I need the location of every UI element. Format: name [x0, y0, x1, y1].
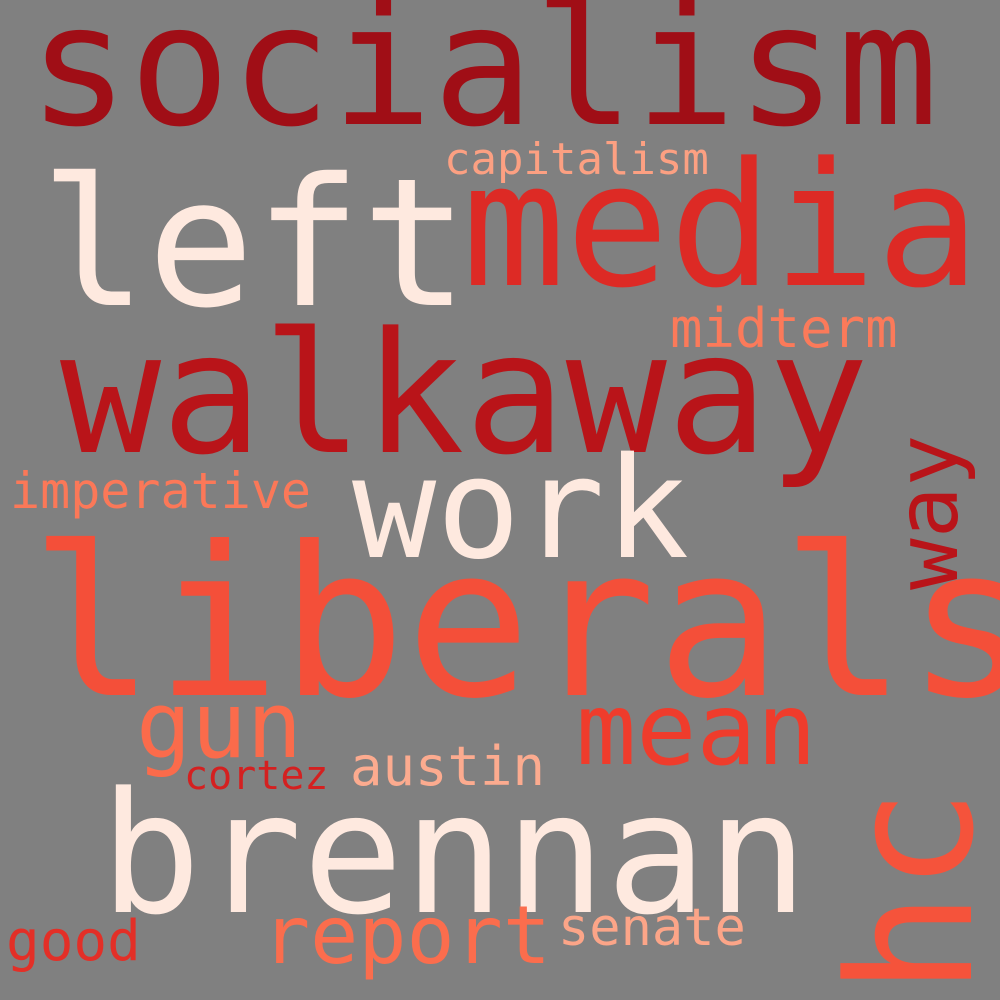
word-austin: austin	[350, 735, 546, 798]
word-walkaway: walkaway	[60, 296, 870, 492]
word-midterm: midterm	[670, 297, 898, 360]
word-left: left	[40, 140, 469, 347]
word-liberals: liberals	[30, 503, 1000, 745]
word-hc: hc	[811, 787, 1000, 995]
word-work: work	[352, 428, 690, 591]
word-mean: mean	[576, 671, 817, 788]
word-gun: gun	[136, 672, 303, 779]
word-socialism: socialism	[28, 0, 939, 164]
word-report: report	[262, 889, 551, 982]
word-capitalism: capitalism	[444, 134, 709, 185]
word-cortez: cortez	[184, 753, 329, 799]
word-brennan: brennan	[100, 756, 809, 952]
word-good: good	[6, 909, 141, 974]
word-media: media	[462, 125, 980, 326]
word-senate: senate	[558, 898, 746, 958]
word-imperative: imperative	[10, 462, 312, 520]
